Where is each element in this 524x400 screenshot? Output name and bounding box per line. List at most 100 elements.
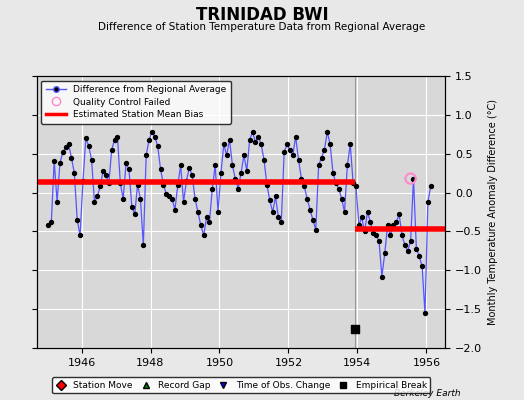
Point: [59, 149, 67, 155]
Point: [111, 136, 119, 143]
Point: [418, 263, 427, 270]
Point: [306, 206, 314, 213]
Point: [90, 199, 99, 205]
Point: [403, 248, 412, 254]
Point: [424, 199, 432, 205]
Point: [366, 219, 375, 225]
Point: [357, 214, 366, 221]
Point: [245, 136, 254, 143]
Point: [154, 143, 162, 149]
Point: [96, 183, 104, 190]
Point: [159, 182, 168, 188]
Point: [415, 253, 423, 260]
Point: [185, 164, 193, 171]
Point: [389, 222, 398, 228]
Point: [76, 232, 84, 238]
Point: [234, 186, 243, 192]
Point: [369, 230, 377, 236]
Point: [248, 129, 257, 135]
Point: [378, 273, 386, 280]
Point: [332, 180, 340, 186]
Point: [271, 193, 280, 200]
Point: [340, 209, 348, 215]
Text: Berkeley Earth: Berkeley Earth: [395, 389, 461, 398]
Point: [312, 227, 320, 233]
Point: [274, 214, 282, 221]
Point: [150, 134, 159, 140]
Point: [398, 232, 406, 238]
Point: [50, 158, 58, 164]
Point: [283, 141, 291, 148]
Point: [351, 325, 359, 332]
Y-axis label: Monthly Temperature Anomaly Difference (°C): Monthly Temperature Anomaly Difference (…: [488, 99, 498, 325]
Point: [196, 222, 205, 228]
Point: [254, 134, 263, 140]
Point: [291, 134, 300, 140]
Point: [223, 152, 231, 158]
Point: [268, 209, 277, 215]
Point: [105, 180, 113, 186]
Point: [194, 209, 202, 215]
Legend: Difference from Regional Average, Quality Control Failed, Estimated Station Mean: Difference from Regional Average, Qualit…: [41, 80, 231, 124]
Point: [343, 162, 352, 168]
Point: [191, 196, 199, 202]
Point: [228, 162, 237, 168]
Point: [107, 147, 116, 153]
Point: [88, 157, 96, 163]
Point: [119, 196, 127, 202]
Point: [162, 191, 170, 197]
Point: [122, 160, 130, 166]
Point: [266, 197, 274, 204]
Point: [79, 178, 87, 184]
Point: [401, 242, 409, 249]
Point: [177, 162, 185, 168]
Point: [171, 206, 179, 213]
Point: [407, 238, 415, 244]
Point: [352, 183, 360, 190]
Point: [372, 232, 380, 238]
Point: [427, 183, 435, 190]
Point: [409, 175, 418, 182]
Text: TRINIDAD BWI: TRINIDAD BWI: [195, 6, 329, 24]
Point: [412, 245, 421, 252]
Point: [225, 136, 234, 143]
Point: [326, 141, 334, 148]
Point: [337, 196, 346, 202]
Point: [116, 180, 125, 186]
Point: [323, 129, 332, 135]
Point: [314, 162, 323, 168]
Point: [168, 196, 176, 202]
Point: [128, 203, 136, 210]
Point: [142, 152, 150, 158]
Point: [47, 219, 56, 225]
Point: [334, 186, 343, 192]
Point: [237, 170, 245, 176]
Point: [395, 211, 403, 218]
Point: [231, 175, 239, 182]
Point: [130, 211, 139, 218]
Point: [384, 222, 392, 228]
Point: [318, 154, 326, 161]
Point: [173, 182, 182, 188]
Point: [386, 232, 395, 238]
Point: [73, 216, 81, 223]
Point: [329, 170, 337, 176]
Point: [214, 209, 222, 215]
Point: [309, 216, 317, 223]
Point: [286, 147, 294, 153]
Point: [217, 170, 225, 176]
Point: [294, 157, 303, 163]
Point: [125, 166, 133, 172]
Point: [277, 219, 286, 225]
Point: [67, 154, 75, 161]
Point: [257, 141, 265, 148]
Point: [211, 162, 220, 168]
Point: [349, 180, 357, 186]
Point: [239, 152, 248, 158]
Point: [84, 143, 93, 149]
Point: [320, 147, 329, 153]
Point: [303, 196, 311, 202]
Point: [346, 141, 354, 148]
Point: [243, 168, 251, 174]
Point: [361, 228, 369, 235]
